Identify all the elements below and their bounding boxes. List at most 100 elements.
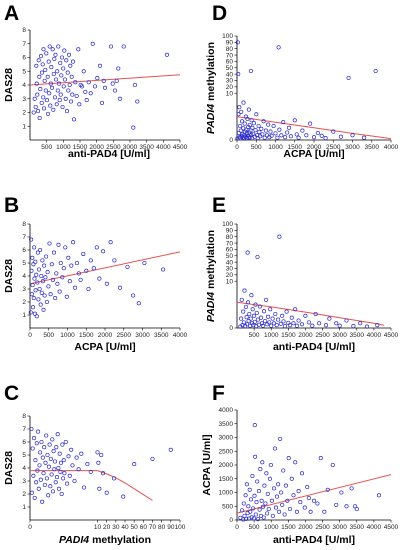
data-point [271, 123, 276, 129]
data-point [43, 67, 48, 72]
data-point [74, 455, 79, 460]
data-point [296, 135, 301, 140]
data-point [41, 307, 46, 312]
data-point [81, 485, 87, 490]
data-point [43, 275, 48, 280]
data-point [121, 494, 126, 499]
y-axis-title: ACPA [U/ml] [201, 434, 213, 495]
data-point [259, 498, 264, 503]
panel-f: 0 500 1000 1500 2000 2500 3000 3500 4000 45000500… [201, 382, 399, 546]
data-point [49, 472, 54, 477]
y-tick-label: 60 [226, 59, 234, 66]
data-point [294, 509, 299, 514]
x-tick-label: 2500 [117, 332, 132, 339]
data-point [266, 122, 271, 127]
data-point [376, 493, 382, 498]
data-point [29, 268, 34, 273]
data-point [38, 477, 43, 482]
data-point [111, 476, 117, 481]
data-point [55, 88, 60, 93]
data-point [337, 323, 342, 328]
data-point [29, 426, 34, 432]
data-point [258, 467, 263, 472]
data-point [161, 267, 166, 272]
y-tick-label: 4000 [219, 407, 234, 414]
panel-c: 0 10 20 30 40 50 60 70 80 90 100 1 2 3 4 5 6 7 8 C PADI4 met… [3, 382, 186, 546]
data-point [60, 104, 65, 110]
data-point [237, 105, 242, 110]
data-point [289, 315, 294, 320]
data-point [54, 102, 59, 107]
x-tick-label: 0 [235, 524, 239, 531]
data-point [63, 439, 68, 445]
data-point [256, 123, 261, 129]
y-tick-label: 500 [222, 503, 233, 510]
data-point [269, 133, 274, 138]
data-point [254, 112, 259, 117]
x-axis-title: anti-PAD4 [U/ml] [273, 341, 355, 353]
data-point [97, 276, 102, 281]
data-point [51, 71, 56, 77]
data-point [48, 103, 53, 108]
y-tick-label: 4 [22, 273, 26, 280]
data-point [102, 85, 108, 90]
data-point [238, 123, 243, 129]
x-tick-label: 70 [149, 524, 157, 531]
data-point [313, 311, 318, 317]
data-point [132, 462, 137, 467]
data-point [247, 311, 252, 317]
data-point [96, 460, 101, 465]
data-point [39, 439, 44, 445]
data-point [41, 95, 46, 100]
y-tick-label: 30 [226, 266, 234, 273]
data-point [72, 478, 77, 484]
y-tick-label: 1 [22, 504, 26, 511]
data-point [287, 323, 293, 328]
data-point [253, 512, 258, 517]
data-point [56, 44, 61, 49]
data-point [267, 476, 272, 481]
data-point [55, 281, 60, 286]
data-point [135, 99, 140, 104]
data-point [331, 129, 336, 134]
data-point [277, 234, 282, 239]
data-point [248, 509, 253, 514]
data-point [61, 458, 66, 463]
data-point [84, 98, 89, 103]
y-tick-label: 100 [222, 33, 233, 40]
data-point [306, 320, 311, 325]
data-point [276, 317, 281, 322]
panel-label: C [4, 382, 19, 405]
data-point [250, 125, 255, 130]
data-point [59, 55, 65, 60]
data-point [249, 118, 254, 123]
data-point [58, 260, 63, 266]
x-tick-label: 4000 [367, 332, 382, 339]
data-point [42, 78, 47, 83]
data-point [30, 305, 36, 310]
data-point [62, 77, 68, 82]
x-axis-title: anti-PAD4 [U/ml] [273, 534, 355, 546]
data-point [251, 121, 256, 126]
data-point [323, 323, 329, 328]
data-point [33, 104, 38, 110]
data-point [45, 74, 50, 79]
data-point [44, 433, 49, 438]
data-point [288, 134, 293, 139]
y-tick-label: 3000 [219, 435, 234, 442]
data-point [244, 127, 249, 132]
data-point [270, 513, 275, 518]
data-point [73, 80, 78, 85]
data-point [30, 283, 35, 288]
data-point [248, 497, 254, 502]
data-point [251, 323, 256, 328]
data-point [296, 489, 301, 494]
data-point [50, 277, 55, 282]
data-point [39, 100, 44, 105]
data-point [306, 495, 311, 501]
panel-a: 500 1000 1500 2000 2500 3000 3500 4000 4500 1 2 3 4 5… [3, 2, 188, 160]
data-point [35, 280, 40, 285]
data-point [266, 314, 271, 319]
data-point [375, 323, 380, 328]
data-point [90, 41, 95, 46]
